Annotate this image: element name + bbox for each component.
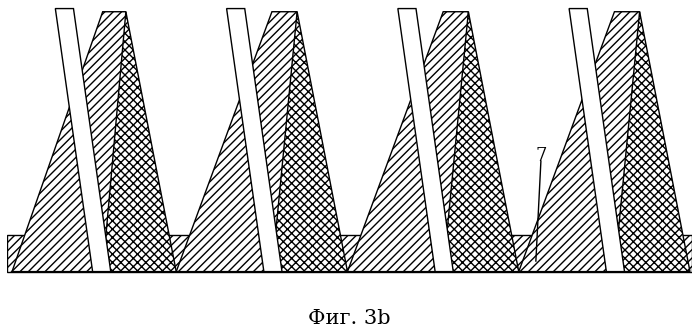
Polygon shape (614, 12, 690, 272)
Polygon shape (103, 12, 176, 272)
Polygon shape (398, 9, 453, 272)
Polygon shape (55, 9, 110, 272)
Polygon shape (519, 12, 642, 272)
Text: 7: 7 (535, 147, 547, 165)
Polygon shape (347, 12, 471, 272)
Polygon shape (176, 12, 300, 272)
Polygon shape (443, 12, 519, 272)
Polygon shape (226, 9, 282, 272)
Polygon shape (569, 9, 624, 272)
Polygon shape (12, 12, 129, 272)
Polygon shape (7, 235, 692, 272)
Text: Фиг. 3b: Фиг. 3b (308, 309, 391, 328)
Polygon shape (272, 12, 347, 272)
